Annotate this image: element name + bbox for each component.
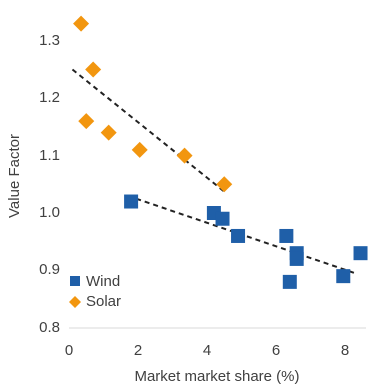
legend-solar-marker [69, 296, 81, 308]
solar-data-point [73, 15, 90, 32]
x-tick-label: 4 [203, 342, 211, 359]
wind-data-point [231, 228, 246, 243]
y-tick-label: 0.9 [39, 261, 60, 278]
x-tick-label: 8 [341, 342, 349, 359]
y-tick-label: 1.0 [39, 204, 60, 221]
wind-data-point [124, 194, 139, 209]
x-axis-title: Market market share (%) [134, 368, 299, 385]
solar-data-point [216, 176, 233, 193]
wind-data-point [279, 228, 294, 243]
wind-data-point [336, 269, 351, 284]
x-tick-labels: 0 2 4 6 8 [65, 342, 349, 359]
solar-data-point [100, 124, 117, 141]
legend-wind-label: Wind [86, 273, 120, 290]
solar-data-point [78, 113, 95, 130]
x-tick-label: 0 [65, 342, 73, 359]
y-tick-label: 1.2 [39, 89, 60, 106]
data-markers [73, 15, 368, 289]
wind-data-point [289, 251, 304, 266]
y-tick-labels: 0.8 0.9 1.0 1.1 1.2 1.3 [39, 32, 60, 336]
x-tick-label: 2 [134, 342, 142, 359]
y-axis-title: Value Factor [6, 134, 23, 218]
legend-solar-label: Solar [86, 293, 121, 310]
legend-wind-marker [70, 276, 80, 286]
wind-data-point [215, 211, 230, 226]
legend: Wind Solar [69, 273, 121, 310]
solar-data-point [176, 147, 193, 164]
trendlines [71, 68, 356, 275]
solar-trendline [71, 68, 227, 194]
y-tick-label: 1.3 [39, 32, 60, 49]
x-tick-label: 6 [272, 342, 280, 359]
solar-data-point [85, 61, 102, 78]
y-tick-label: 0.8 [39, 319, 60, 336]
solar-data-point [131, 141, 148, 158]
y-tick-label: 1.1 [39, 147, 60, 164]
wind-data-point [282, 274, 297, 289]
wind-data-point [353, 246, 368, 261]
